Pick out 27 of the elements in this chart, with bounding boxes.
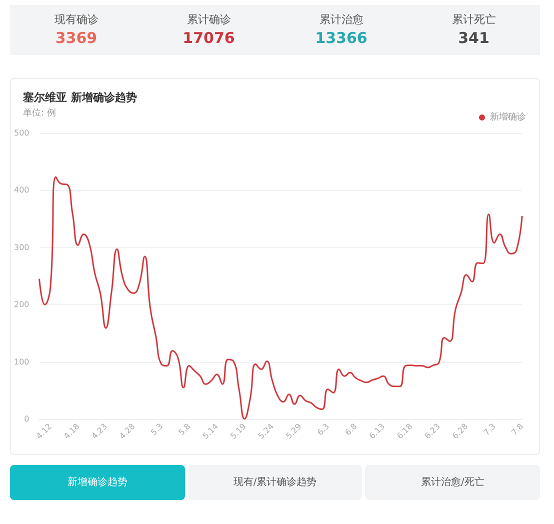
category-label: 现有确诊 bbox=[53, 12, 100, 27]
data-label: 17076 bbox=[182, 29, 236, 47]
data-label: 13366 bbox=[314, 29, 368, 47]
chart-subtitle: 单位: 例 bbox=[23, 108, 56, 118]
data-label: 341 bbox=[457, 29, 490, 47]
y-tick-label: 100 bbox=[14, 357, 30, 366]
legend-label: 新增确诊 bbox=[490, 112, 526, 122]
chart-title: 塞尔维亚 新增确诊趋势 bbox=[22, 91, 137, 104]
text: 累计治愈/死亡 bbox=[365, 465, 540, 500]
text: 现有/累计确诊趋势 bbox=[188, 465, 362, 500]
x-tick-label: 6.8 bbox=[343, 422, 359, 438]
y-tick-label: 0 bbox=[24, 414, 30, 424]
x-tick-label: 7.3 bbox=[482, 422, 498, 438]
y-tick-label: 200 bbox=[14, 300, 30, 310]
line-series bbox=[38, 176, 523, 420]
y-tick-label: 300 bbox=[14, 242, 30, 252]
data-label: 3369 bbox=[54, 29, 98, 47]
x-tick-label: 7.8 bbox=[510, 422, 526, 438]
x-tick-label: 5.3 bbox=[149, 422, 165, 438]
x-tick-label: 6.3 bbox=[316, 422, 331, 438]
category-label: 累计治愈 bbox=[318, 12, 364, 27]
x-tick-label: 5.8 bbox=[176, 422, 192, 438]
text: 新增确诊趋势 bbox=[10, 465, 185, 500]
category-label: 累计死亡 bbox=[450, 12, 497, 27]
category-label: 累计确诊 bbox=[186, 12, 232, 27]
y-tick-label: 400 bbox=[14, 186, 30, 195]
y-tick-label: 500 bbox=[14, 128, 30, 138]
